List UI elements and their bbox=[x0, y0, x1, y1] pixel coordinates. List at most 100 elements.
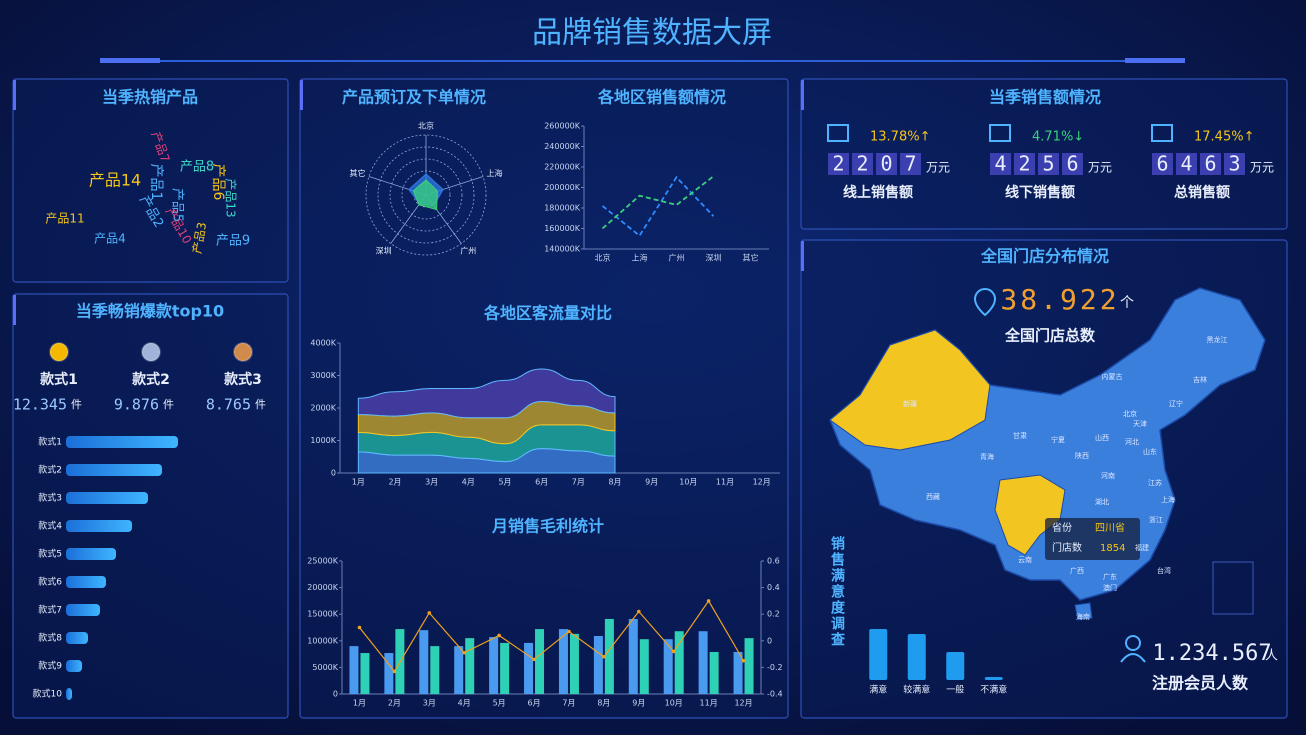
word: 产品1 bbox=[148, 164, 164, 201]
line-point bbox=[357, 625, 362, 630]
kpi-change: 13.78%↑ bbox=[870, 130, 930, 145]
line bbox=[601, 175, 715, 230]
y-tick-label: 款式7 bbox=[38, 604, 62, 616]
radar-label: 北京 bbox=[418, 121, 434, 131]
header-accent bbox=[1125, 58, 1185, 63]
y-tick-label: 220000K bbox=[544, 163, 581, 172]
line-point bbox=[497, 633, 501, 638]
kpi-unit: 万元 bbox=[1088, 161, 1112, 175]
bar bbox=[733, 651, 743, 694]
y-tick-label: 240000K bbox=[544, 142, 581, 151]
y-tick-label: 20000K bbox=[307, 583, 338, 592]
digit-box bbox=[1038, 153, 1059, 175]
word: 产品4 bbox=[94, 232, 126, 246]
bar bbox=[709, 651, 719, 694]
x-tick-label: 北京 bbox=[595, 253, 611, 263]
x-tick-label: 1月 bbox=[352, 478, 365, 487]
map-inset bbox=[1212, 561, 1254, 615]
word: 产品14 bbox=[89, 171, 141, 190]
x-tick-label: 9月 bbox=[632, 699, 645, 708]
panel-accent bbox=[801, 80, 804, 110]
radar-label: 深圳 bbox=[376, 245, 392, 255]
bar bbox=[907, 634, 926, 680]
x-tick-label: 1月 bbox=[353, 699, 366, 708]
y-tick-label: 200000K bbox=[544, 183, 581, 192]
user-icon bbox=[1120, 653, 1146, 663]
store-count-unit: 个 bbox=[1120, 295, 1134, 311]
radar-label: 广州 bbox=[460, 245, 476, 255]
province-label: 澳门 bbox=[1103, 583, 1117, 592]
province-label: 山西 bbox=[1095, 433, 1109, 442]
line-point bbox=[532, 657, 536, 662]
kpi-icon bbox=[989, 124, 1011, 142]
chart-title: 月销售毛利统计 bbox=[491, 517, 604, 536]
chart-title: 各地区客流量对比 bbox=[483, 304, 612, 323]
y-tick-label: 款式4 bbox=[38, 520, 62, 532]
bar bbox=[430, 646, 440, 694]
bar bbox=[66, 660, 82, 672]
map-island bbox=[1074, 602, 1093, 621]
medal bbox=[141, 342, 161, 362]
panel-accent bbox=[801, 241, 804, 271]
panel-accent bbox=[300, 80, 303, 110]
y-tick-label: 款式3 bbox=[38, 492, 62, 504]
podium-value: 8.765 bbox=[206, 396, 251, 414]
y-tick-label: -0.2 bbox=[767, 663, 783, 672]
word: 产品13 bbox=[224, 178, 238, 217]
bar bbox=[66, 632, 88, 644]
y-tick-label: 160000K bbox=[544, 224, 581, 233]
province-label: 黑龙江 bbox=[1207, 335, 1228, 344]
bar bbox=[558, 629, 568, 694]
word: 产品9 bbox=[216, 234, 250, 249]
province-label: 天津 bbox=[1133, 420, 1147, 428]
word: 产品5 bbox=[170, 188, 185, 222]
province-label: 内蒙古 bbox=[1102, 372, 1123, 381]
digit-box bbox=[876, 153, 897, 175]
province-label: 吉林 bbox=[1193, 375, 1207, 384]
kpi-change: 17.45%↑ bbox=[1194, 130, 1254, 145]
x-tick-label: 11月 bbox=[716, 478, 734, 487]
bar bbox=[360, 653, 370, 694]
bar bbox=[984, 677, 1003, 680]
province-label: 海南 bbox=[1076, 612, 1090, 621]
line bbox=[601, 175, 715, 238]
y-tick-label: 款式2 bbox=[38, 464, 62, 476]
map-tooltip bbox=[1045, 518, 1140, 560]
kpi-icon bbox=[827, 124, 849, 142]
x-tick-label: 7月 bbox=[562, 699, 575, 708]
bar bbox=[946, 652, 965, 680]
kpi-unit: 万元 bbox=[926, 161, 950, 175]
kpi-change: 4.71%↓ bbox=[1032, 130, 1084, 145]
y-tick-label: -0.4 bbox=[767, 690, 783, 699]
x-tick-label: 3月 bbox=[425, 478, 438, 487]
word: 产品3 bbox=[190, 221, 209, 255]
x-tick-label: 深圳 bbox=[706, 253, 722, 263]
podium-unit: 件 bbox=[163, 398, 174, 411]
line-point bbox=[706, 599, 711, 603]
panel-accent bbox=[13, 80, 16, 110]
province-label: 青海 bbox=[980, 452, 994, 461]
panel bbox=[12, 78, 289, 283]
word: 产品11 bbox=[45, 212, 84, 226]
line-point bbox=[567, 629, 571, 634]
x-tick-label: 不满意 bbox=[980, 684, 1007, 696]
y-tick-label: 款式9 bbox=[38, 660, 62, 672]
x-tick-label: 4月 bbox=[458, 699, 471, 708]
x-tick-label: 7月 bbox=[572, 478, 585, 487]
bar bbox=[569, 633, 579, 694]
bar bbox=[66, 604, 100, 616]
province-label: 福建 bbox=[1135, 543, 1149, 552]
radar-label: 其它 bbox=[350, 168, 366, 178]
x-tick-label: 广州 bbox=[669, 253, 685, 263]
digit-box bbox=[990, 153, 1011, 175]
podium-value: 12.345 bbox=[13, 396, 67, 414]
chart-title: 各地区销售额情况 bbox=[597, 88, 726, 107]
store-count: 38.922 bbox=[1000, 283, 1119, 316]
bar bbox=[628, 618, 638, 694]
digit-box bbox=[1014, 153, 1035, 175]
province-label: 湖北 bbox=[1095, 497, 1109, 506]
tooltip-label: 省份 bbox=[1052, 521, 1072, 534]
province-label: 新疆 bbox=[903, 399, 917, 408]
x-tick-label: 满意 bbox=[869, 684, 887, 696]
